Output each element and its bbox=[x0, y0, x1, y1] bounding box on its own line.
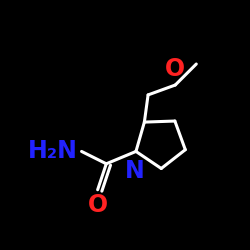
Text: O: O bbox=[88, 194, 108, 218]
Text: H₂N: H₂N bbox=[28, 140, 78, 164]
Text: O: O bbox=[165, 57, 185, 81]
Text: N: N bbox=[125, 159, 144, 183]
